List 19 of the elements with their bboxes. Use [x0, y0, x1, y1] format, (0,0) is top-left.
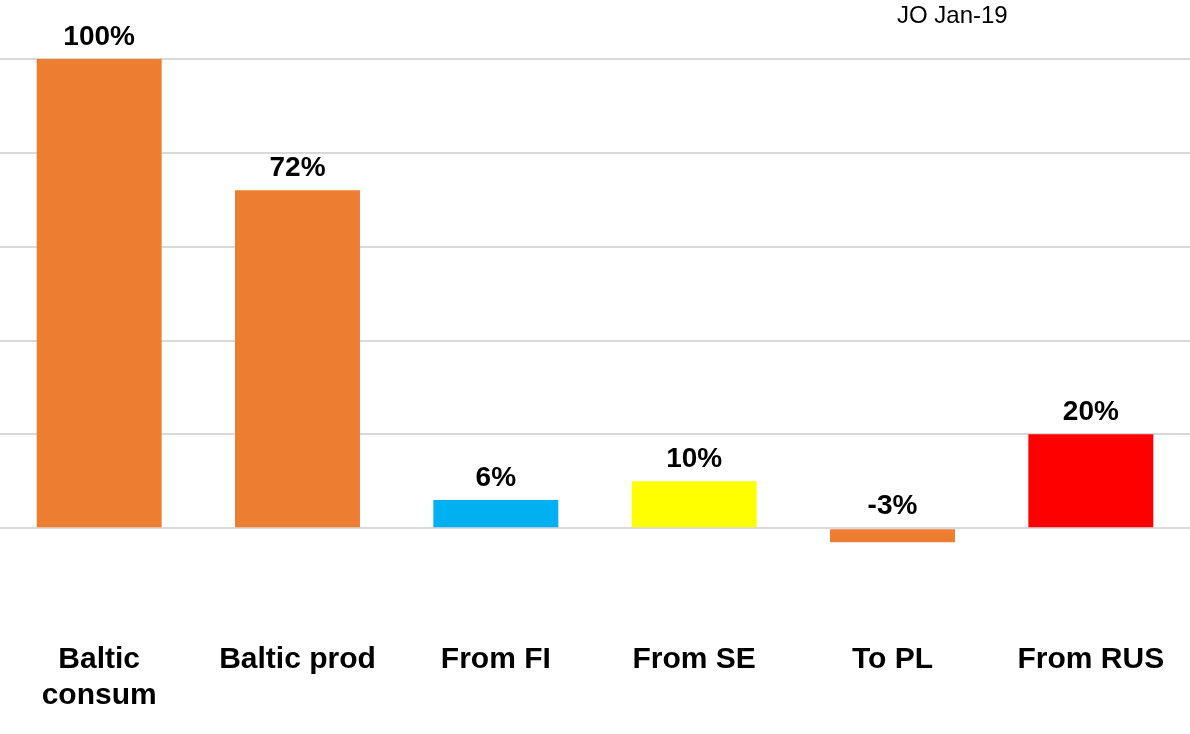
data-label: -3%	[867, 488, 918, 520]
x-tick-label: From SE	[632, 641, 756, 675]
text: JO Jan-19	[897, 0, 1008, 28]
x-tick-label: To PL	[851, 641, 934, 675]
bar	[235, 190, 360, 528]
x-tick-label: From FI	[440, 641, 551, 675]
x-tick-label: Baltic prod	[219, 641, 376, 675]
data-label: 20%	[1062, 395, 1119, 427]
bar	[631, 481, 757, 528]
x-tick-label: From RUS	[1017, 641, 1165, 675]
data-label: 72%	[269, 151, 326, 183]
data-label: 10%	[666, 441, 723, 473]
bar	[433, 500, 559, 528]
data-label: 6%	[475, 460, 517, 492]
bar	[830, 529, 955, 543]
bar	[36, 59, 162, 528]
data-label: 100%	[63, 19, 136, 51]
bar	[1028, 434, 1154, 528]
x-tick-label: Baltic consum	[41, 641, 157, 711]
